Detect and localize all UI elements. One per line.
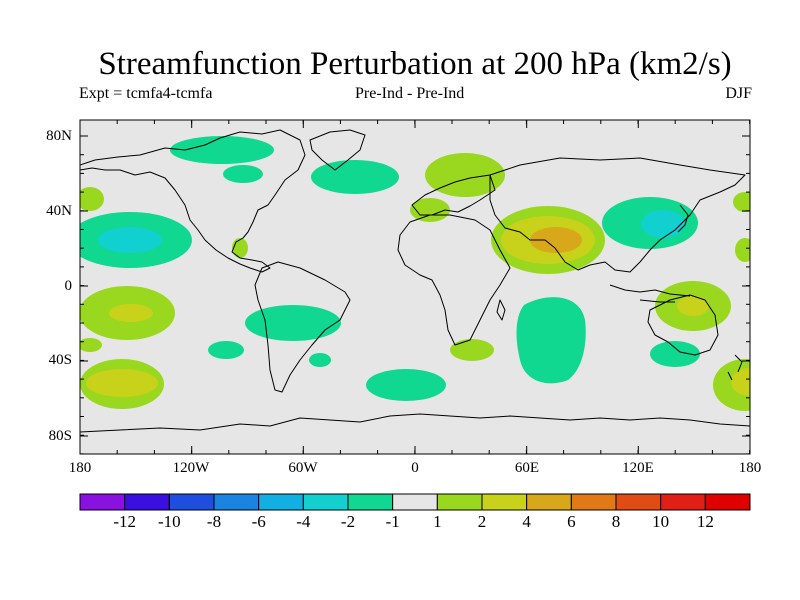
coastline-europe (411, 174, 496, 216)
coastline-layer (80, 129, 750, 433)
colorbar-label: 12 (696, 512, 714, 531)
coastline-new-zealand (727, 354, 743, 381)
lon-label-60e: 60E (514, 460, 540, 476)
chart-title: Streamfunction Perturbation at 200 hPa (… (98, 46, 732, 82)
coastline-madagascar (496, 299, 506, 321)
lon-label-60w: 60W (288, 460, 318, 476)
coastline-australia (647, 294, 719, 356)
coastline-north-america (80, 129, 306, 273)
colorbar-box (124, 493, 170, 511)
colorbar-box (436, 493, 483, 511)
coastline-antarctica (80, 413, 750, 433)
colorbar-box (481, 493, 528, 511)
colorbar-label: 4 (522, 512, 531, 531)
lat-label-80n: 80N (46, 128, 72, 144)
coastline-africa (397, 214, 511, 346)
season-label: DJF (725, 85, 752, 102)
colorbar-box (79, 493, 126, 511)
map-panel (80, 120, 750, 454)
lat-label-40n: 40N (46, 203, 72, 219)
coastline-south-america (254, 261, 351, 393)
colorbar-box (258, 493, 304, 511)
map-background (80, 120, 750, 454)
colorbar-label: 2 (477, 512, 487, 531)
lat-label-80s: 80S (48, 428, 72, 444)
colorbar-label: -8 (206, 512, 222, 531)
colorbar (79, 493, 751, 511)
colorbar-label: -12 (113, 512, 136, 531)
contour-fill-layer (80, 136, 750, 411)
coastline-asia (489, 157, 746, 273)
colorbar-label: -2 (340, 512, 356, 531)
axis-ticks (79, 120, 751, 455)
colorbar-label: 8 (611, 512, 621, 531)
lat-label-equator: 0 (64, 278, 73, 294)
coastline-japan (677, 204, 689, 233)
colorbar-box (213, 493, 260, 511)
experiment-label: Expt = tcmfa4-tcmfa (79, 85, 213, 102)
lat-label-40s: 40S (48, 352, 72, 368)
colorbar-label: -10 (157, 512, 181, 531)
colorbar-label: 10 (652, 512, 670, 531)
coastline-greenland (309, 129, 366, 171)
lon-label-120e: 120E (622, 460, 654, 476)
colorbar-label: 6 (567, 512, 576, 531)
colorbar-box (526, 493, 572, 511)
lon-label-0: 0 (411, 460, 419, 476)
colorbar-box (704, 493, 751, 511)
colorbar-label: -1 (385, 512, 400, 531)
lon-label-180w: 180 (68, 460, 92, 476)
colorbar-box (347, 493, 394, 511)
comparison-label: Pre-Ind - Pre-Ind (355, 85, 465, 102)
colorbar-label: 1 (433, 512, 442, 531)
colorbar-box (660, 493, 706, 511)
lon-label-120w: 120W (172, 460, 210, 476)
colorbar-label: -6 (251, 512, 266, 531)
colorbar-box (392, 493, 438, 511)
colorbar-box (570, 493, 617, 511)
coastline-indonesia (609, 284, 691, 303)
colorbar-label: -4 (296, 512, 311, 531)
colorbar-box (168, 493, 215, 511)
lon-label-180e: 180 (738, 460, 762, 476)
colorbar-box (302, 493, 349, 511)
colorbar-box (615, 493, 662, 511)
